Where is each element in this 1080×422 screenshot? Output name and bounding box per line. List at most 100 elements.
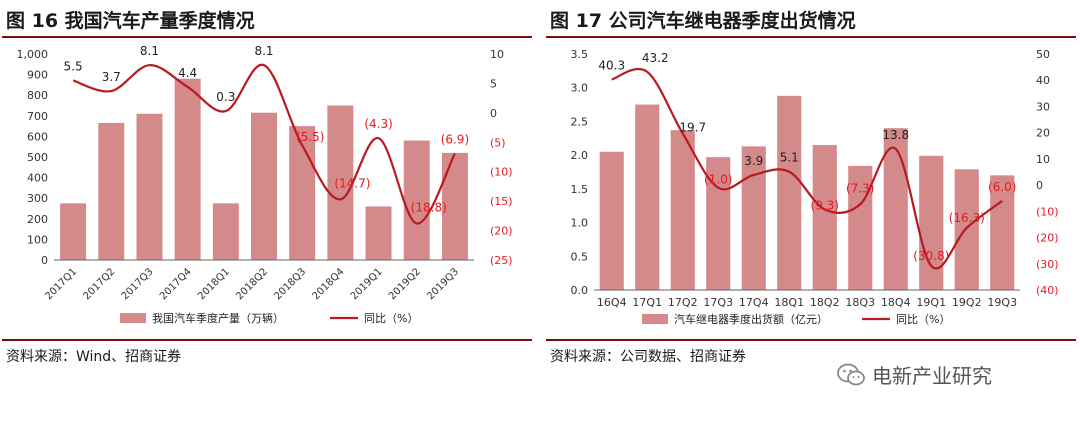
data-label: 5.5 xyxy=(64,59,83,73)
x-tick-label: 2019Q3 xyxy=(425,266,461,302)
bar xyxy=(60,203,87,260)
data-label: (7.3) xyxy=(846,181,874,195)
x-tick-label: 2019Q2 xyxy=(387,266,423,302)
data-label: (18.8) xyxy=(411,201,447,215)
chart-svg-1: 01002003004005006007008009001,000(25)(20… xyxy=(17,44,513,325)
x-tick-label: 17Q3 xyxy=(703,296,733,309)
y-right-tick-label: (20) xyxy=(490,225,513,238)
wechat-icon xyxy=(837,363,865,385)
bar xyxy=(289,126,316,260)
x-tick-label: 19Q3 xyxy=(987,296,1017,309)
data-label: (9.3) xyxy=(811,198,839,212)
x-tick-label: 18Q2 xyxy=(810,296,840,309)
y-right-tick-label: (5) xyxy=(490,136,506,149)
yoy-line xyxy=(611,67,1003,270)
bar xyxy=(741,146,766,290)
bar xyxy=(670,130,695,290)
bar xyxy=(848,165,873,290)
title-divider xyxy=(2,36,532,38)
y-right-tick-label: 5 xyxy=(490,77,497,90)
data-label: 8.1 xyxy=(254,44,273,58)
data-label: (16.3) xyxy=(949,211,985,225)
y-left-tick-label: 2.5 xyxy=(571,115,589,128)
bar xyxy=(883,128,908,290)
y-left-tick-label: 1.5 xyxy=(571,183,589,196)
x-tick-label: 18Q1 xyxy=(774,296,804,309)
source-note: 资料来源：公司数据、招商证券 xyxy=(550,349,746,365)
y-left-tick-label: 1,000 xyxy=(17,48,49,61)
bar xyxy=(635,104,660,290)
y-left-tick-label: 1.0 xyxy=(571,217,589,230)
y-left-tick-label: 2.0 xyxy=(571,149,589,162)
y-right-tick-label: (25) xyxy=(490,254,513,267)
legend-swatch-bar xyxy=(642,314,668,324)
y-right-tick-label: (10) xyxy=(490,166,513,179)
data-label: (14.7) xyxy=(334,176,370,190)
x-tick-label: 17Q2 xyxy=(668,296,698,309)
y-right-tick-label: 0 xyxy=(490,107,497,120)
x-tick-label: 2019Q1 xyxy=(349,266,385,302)
y-left-tick-label: 200 xyxy=(27,213,48,226)
title-divider xyxy=(546,36,1076,38)
source-divider xyxy=(546,339,1076,341)
source-note: 资料来源：Wind、招商证券 xyxy=(6,349,182,365)
legend-swatch-bar xyxy=(120,313,146,323)
y-left-tick-label: 3.0 xyxy=(571,82,589,95)
yoy-line xyxy=(72,64,456,225)
x-tick-label: 18Q4 xyxy=(881,296,911,309)
x-tick-label: 19Q2 xyxy=(952,296,982,309)
x-tick-label: 2018Q2 xyxy=(234,266,270,302)
y-right-tick-label: (15) xyxy=(490,195,513,208)
data-label: (5.5) xyxy=(296,130,324,144)
chart-title: 图 16 我国汽车产量季度情况 xyxy=(6,10,255,32)
x-tick-label: 2017Q3 xyxy=(120,266,156,302)
data-label: 3.7 xyxy=(102,70,121,84)
bar xyxy=(990,175,1015,290)
watermark-text: 电新产业研究 xyxy=(872,364,992,388)
data-label: (6.0) xyxy=(988,180,1016,194)
y-right-tick-label: 0 xyxy=(1036,179,1043,192)
y-right-tick-label: (30) xyxy=(1036,258,1059,271)
y-left-tick-label: 600 xyxy=(27,130,48,143)
x-tick-label: 16Q4 xyxy=(597,296,627,309)
watermark: 电新产业研究 xyxy=(836,360,992,389)
y-left-tick-label: 800 xyxy=(27,89,48,102)
data-label: (1.0) xyxy=(704,173,732,187)
bar xyxy=(327,105,354,260)
legend-label: 我国汽车季度产量（万辆） xyxy=(152,311,284,325)
x-tick-label: 2018Q1 xyxy=(196,266,232,302)
bar xyxy=(251,112,277,261)
data-label: (4.3) xyxy=(364,117,392,131)
y-left-tick-label: 500 xyxy=(27,151,48,164)
bar xyxy=(403,140,430,260)
source-divider xyxy=(2,339,532,341)
y-left-tick-label: 400 xyxy=(27,172,48,185)
y-left-tick-label: 300 xyxy=(27,192,48,205)
x-tick-label: 19Q1 xyxy=(916,296,946,309)
data-label: 0.3 xyxy=(216,90,235,104)
data-label: 8.1 xyxy=(140,44,159,58)
data-label: 19.7 xyxy=(679,120,706,134)
y-right-tick-label: (40) xyxy=(1036,284,1059,297)
y-right-tick-label: 50 xyxy=(1036,48,1050,61)
y-right-tick-label: 20 xyxy=(1036,127,1050,140)
x-tick-label: 18Q3 xyxy=(845,296,875,309)
y-right-tick-label: 40 xyxy=(1036,74,1050,87)
y-left-tick-label: 3.5 xyxy=(571,48,589,61)
y-left-tick-label: 0.0 xyxy=(571,284,589,297)
legend-label: 汽车继电器季度出货额（亿元） xyxy=(674,312,828,326)
data-label: 4.4 xyxy=(178,66,197,80)
x-tick-label: 2017Q2 xyxy=(82,266,118,302)
bar xyxy=(365,206,392,260)
bar xyxy=(812,145,837,290)
y-right-tick-label: 10 xyxy=(490,48,504,61)
y-left-tick-label: 700 xyxy=(27,110,48,123)
bar xyxy=(599,151,624,290)
x-tick-label: 17Q4 xyxy=(739,296,769,309)
bar xyxy=(954,169,979,290)
chart-panel-2: 图 17 公司汽车继电器季度出货情况 0.0 0.5 1.0 1.5 2.0 2.5 3.0… xyxy=(546,0,1080,380)
data-label: 3.9 xyxy=(744,154,763,168)
y-right-tick-label: 10 xyxy=(1036,153,1050,166)
bar xyxy=(98,123,125,260)
x-tick-label: 17Q1 xyxy=(632,296,662,309)
